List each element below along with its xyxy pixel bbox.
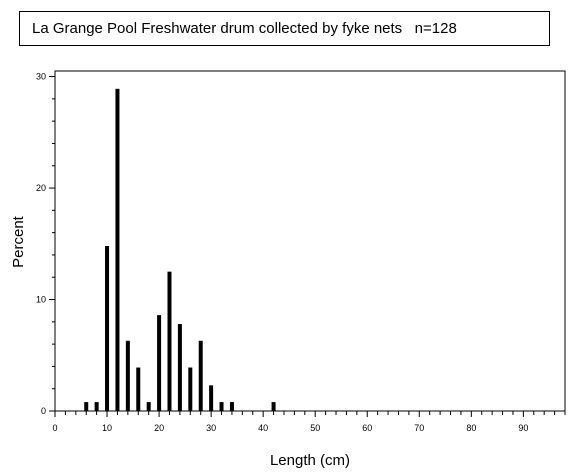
- chart-title-box: La Grange Pool Freshwater drum collected…: [19, 11, 550, 46]
- bar-8: [94, 402, 99, 411]
- y-tick-label-0: 0: [41, 406, 46, 416]
- bar-14: [125, 340, 130, 411]
- bar-30: [209, 385, 214, 411]
- x-axis: 0 10 20 30 40 50 60 70 80 90: [52, 411, 566, 433]
- y-tick-label-30: 30: [36, 72, 46, 82]
- x-tick-label-20: 20: [154, 423, 164, 433]
- y-axis-title: Percent: [10, 215, 27, 268]
- x-tick-label-90: 90: [518, 423, 528, 433]
- chart-title: La Grange Pool Freshwater drum collected…: [32, 20, 457, 37]
- x-axis-title: Length (cm): [270, 452, 350, 469]
- bar-28: [198, 340, 203, 411]
- bar-series: [84, 88, 276, 412]
- bar-18: [146, 402, 151, 411]
- bar-22: [167, 271, 172, 411]
- y-tick-label-20: 20: [36, 183, 46, 193]
- bar-20: [157, 315, 162, 411]
- bar-32: [219, 402, 224, 411]
- plot-border: [54, 70, 566, 412]
- x-tick-label-0: 0: [52, 423, 57, 433]
- x-tick-label-10: 10: [102, 423, 112, 433]
- bar-6: [84, 402, 89, 411]
- x-tick-label-40: 40: [258, 423, 268, 433]
- bar-34: [229, 402, 234, 411]
- y-axis: 0 10 20 30: [36, 72, 55, 416]
- bar-42: [271, 402, 276, 411]
- bar-16: [136, 367, 141, 411]
- bar-10: [105, 246, 110, 411]
- plot-area: [54, 70, 566, 412]
- x-tick-label-70: 70: [414, 423, 424, 433]
- x-tick-label-50: 50: [310, 423, 320, 433]
- bar-24: [177, 324, 182, 411]
- y-tick-label-10: 10: [36, 295, 46, 305]
- x-tick-label-60: 60: [362, 423, 372, 433]
- x-tick-label-30: 30: [206, 423, 216, 433]
- bar-12: [115, 88, 120, 412]
- x-tick-label-80: 80: [466, 423, 476, 433]
- bar-26: [188, 367, 193, 411]
